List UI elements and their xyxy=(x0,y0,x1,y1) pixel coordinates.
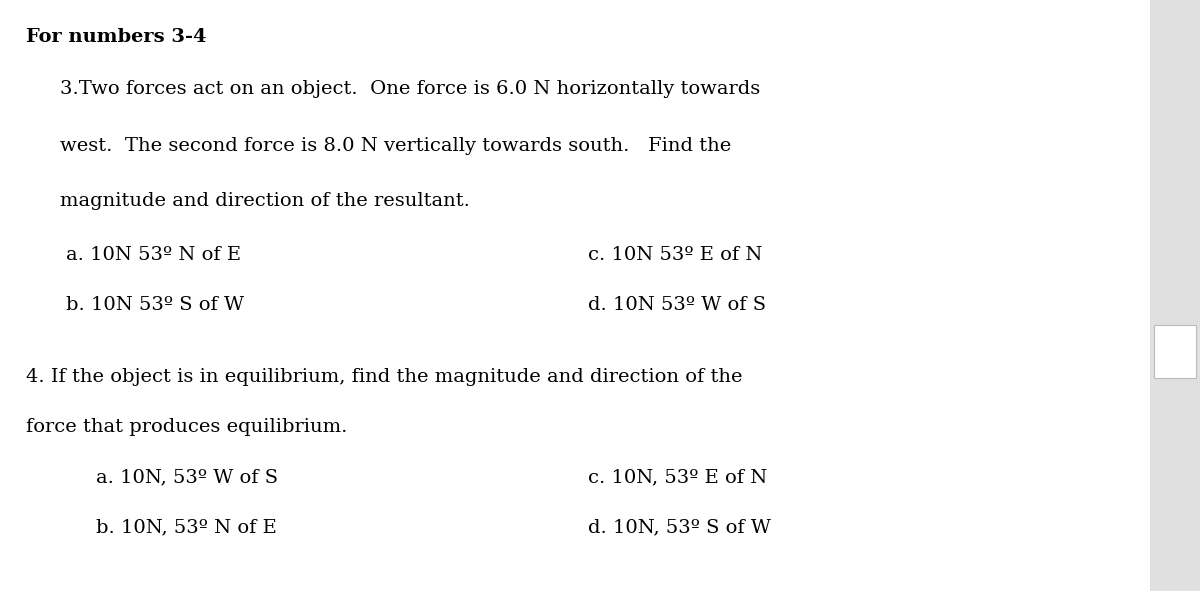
Text: b. 10N, 53º N of E: b. 10N, 53º N of E xyxy=(96,518,277,536)
Text: 3.Two forces act on an object.  One force is 6.0 N horizontally towards: 3.Two forces act on an object. One force… xyxy=(60,80,761,98)
Text: 4. If the object is in equilibrium, find the magnitude and direction of the: 4. If the object is in equilibrium, find… xyxy=(26,368,743,386)
Text: c. 10N, 53º E of N: c. 10N, 53º E of N xyxy=(588,468,767,486)
Text: d. 10N, 53º S of W: d. 10N, 53º S of W xyxy=(588,518,770,536)
FancyBboxPatch shape xyxy=(1153,325,1196,378)
FancyBboxPatch shape xyxy=(1150,0,1200,591)
Text: a. 10N 53º N of E: a. 10N 53º N of E xyxy=(66,246,241,264)
Text: magnitude and direction of the resultant.: magnitude and direction of the resultant… xyxy=(60,192,470,210)
Text: c. 10N 53º E of N: c. 10N 53º E of N xyxy=(588,246,762,264)
Text: a. 10N, 53º W of S: a. 10N, 53º W of S xyxy=(96,468,278,486)
Text: west.  The second force is 8.0 N vertically towards south.   Find the: west. The second force is 8.0 N vertical… xyxy=(60,137,731,155)
Text: d. 10N 53º W of S: d. 10N 53º W of S xyxy=(588,296,766,314)
Text: force that produces equilibrium.: force that produces equilibrium. xyxy=(26,418,348,436)
Text: b. 10N 53º S of W: b. 10N 53º S of W xyxy=(66,296,244,314)
Text: For numbers 3-4: For numbers 3-4 xyxy=(26,28,206,46)
